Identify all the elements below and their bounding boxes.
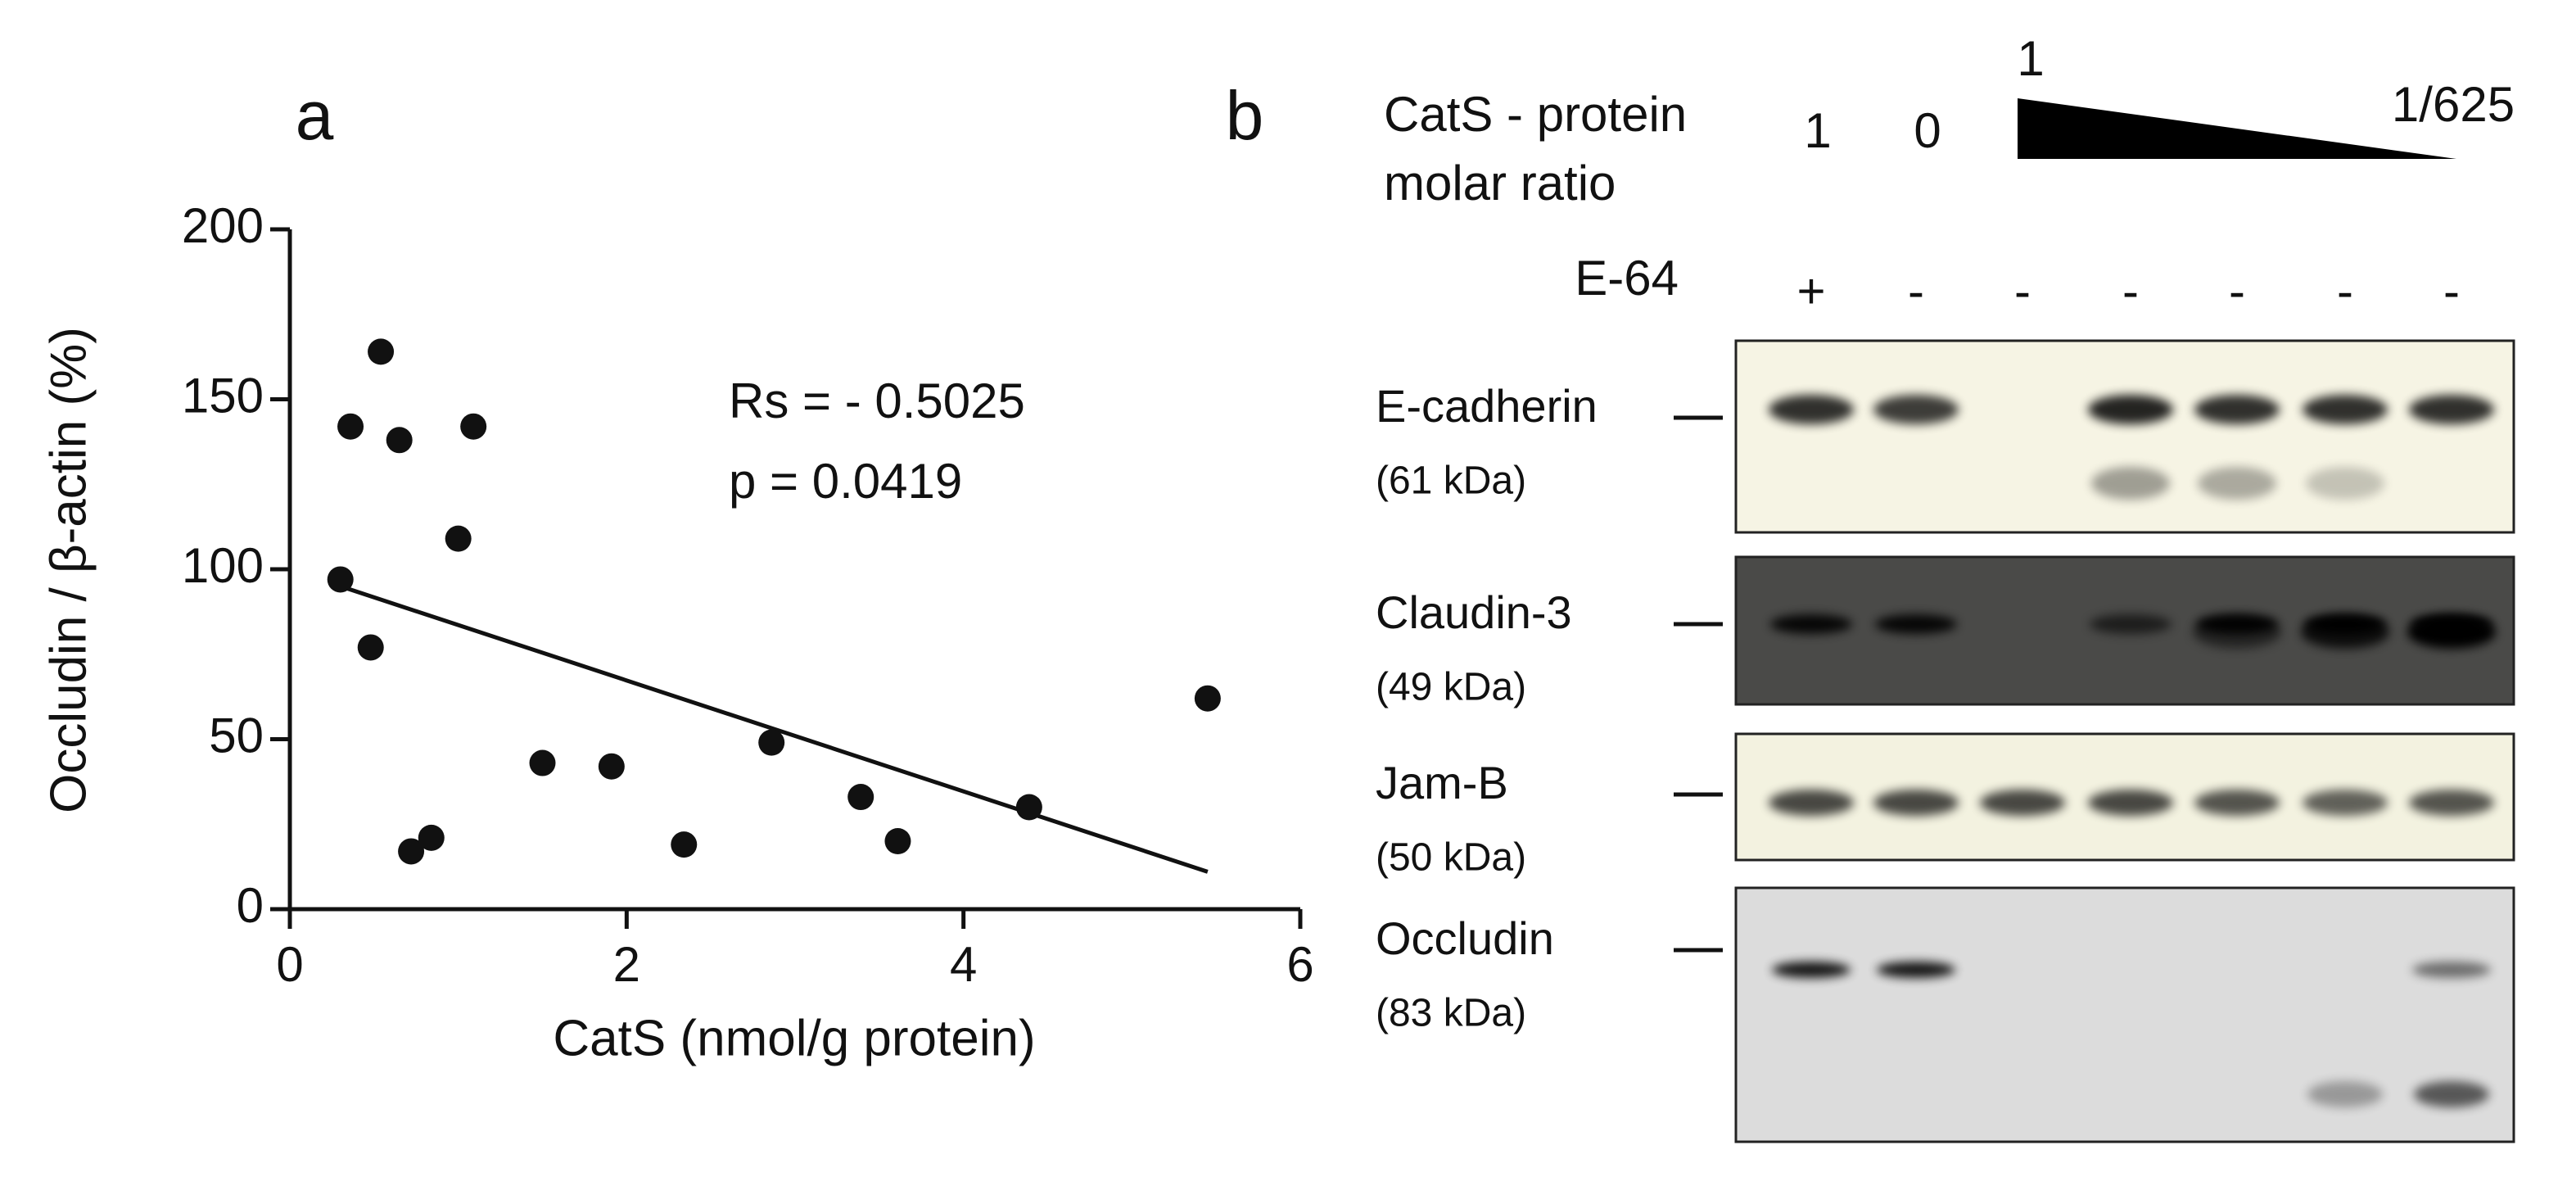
point xyxy=(386,427,413,454)
point xyxy=(327,566,354,593)
band xyxy=(2088,790,2173,816)
band xyxy=(2407,616,2496,649)
panel-label: b xyxy=(1226,77,1264,154)
blot-label: Claudin-3 xyxy=(1376,586,1572,638)
point xyxy=(1015,794,1042,821)
band xyxy=(2412,962,2491,978)
x-tick-label: 6 xyxy=(1286,937,1313,992)
point xyxy=(398,838,425,865)
y-tick-label: 0 xyxy=(237,878,264,933)
y-tick-label: 50 xyxy=(209,708,264,763)
y-tick-label: 200 xyxy=(182,198,264,253)
point xyxy=(598,753,625,780)
point xyxy=(460,413,487,440)
x-axis-label: CatS (nmol/g protein) xyxy=(553,1010,1035,1066)
y-tick-label: 150 xyxy=(182,368,264,423)
band xyxy=(1875,614,1957,634)
band xyxy=(2091,467,2170,500)
band xyxy=(2193,616,2281,649)
annotation: Rs = - 0.5025 xyxy=(729,373,1025,428)
ratio-label: CatS - protein xyxy=(1384,87,1687,142)
x-tick-label: 4 xyxy=(950,937,977,992)
panel-label: a xyxy=(296,77,334,154)
y-tick-label: 100 xyxy=(182,538,264,593)
annotation: p = 0.0419 xyxy=(729,454,962,509)
point xyxy=(1194,685,1221,712)
blot-size: (49 kDa) xyxy=(1376,666,1526,709)
point xyxy=(529,749,556,776)
ratio-value: 1 xyxy=(1804,103,1831,158)
band xyxy=(2409,395,2494,424)
blot xyxy=(1734,886,2515,1143)
band xyxy=(1877,962,1955,978)
inhibitor-sign: - xyxy=(2122,264,2139,319)
band xyxy=(2090,614,2172,634)
band xyxy=(2303,790,2388,816)
point xyxy=(418,824,445,851)
band xyxy=(1873,790,1959,816)
band xyxy=(2198,467,2276,500)
band xyxy=(2306,467,2384,500)
x-tick-label: 0 xyxy=(276,937,303,992)
blot-size: (61 kDa) xyxy=(1376,459,1526,503)
gradient-start: 1 xyxy=(2017,31,2044,86)
band xyxy=(2414,1081,2489,1107)
inhibitor-sign: - xyxy=(2337,264,2353,319)
band xyxy=(1980,790,2065,816)
blot-size: (50 kDa) xyxy=(1376,836,1526,880)
point xyxy=(368,338,395,365)
inhibitor-sign: - xyxy=(2229,264,2245,319)
band xyxy=(1772,962,1851,978)
band xyxy=(1769,790,1854,816)
ratio-label: molar ratio xyxy=(1384,156,1616,210)
band xyxy=(2303,395,2388,424)
point xyxy=(847,784,874,811)
inhibitor-sign: - xyxy=(2014,264,2031,319)
point xyxy=(445,525,472,552)
band xyxy=(2301,616,2389,649)
point xyxy=(758,729,785,756)
gradient-end: 1/625 xyxy=(2392,77,2515,132)
x-tick-label: 2 xyxy=(613,937,640,992)
blot-label: Jam-B xyxy=(1376,757,1508,808)
point xyxy=(884,828,911,854)
band xyxy=(2194,395,2280,424)
gradient-triangle xyxy=(2018,98,2456,159)
band xyxy=(2307,1081,2383,1107)
blot-size: (83 kDa) xyxy=(1376,992,1526,1035)
band xyxy=(1769,395,1854,424)
blot xyxy=(1734,339,2515,534)
point xyxy=(671,831,698,858)
band xyxy=(1770,614,1852,634)
inhibitor-sign: - xyxy=(2443,264,2460,319)
blot-label: E-cadherin xyxy=(1376,380,1598,432)
fit-line xyxy=(339,584,1209,874)
inhibitor-sign: - xyxy=(1908,264,1924,319)
band xyxy=(2088,395,2173,424)
inhibitor-label: E-64 xyxy=(1575,251,1679,306)
band xyxy=(1873,395,1959,424)
band xyxy=(2409,790,2494,816)
ratio-value: 0 xyxy=(1914,103,1941,158)
inhibitor-sign: + xyxy=(1796,264,1825,319)
y-axis-label: Occludin / β-actin (%) xyxy=(40,327,97,813)
point xyxy=(357,634,384,661)
blot-label: Occludin xyxy=(1376,912,1554,964)
point xyxy=(337,413,364,440)
band xyxy=(2194,790,2280,816)
